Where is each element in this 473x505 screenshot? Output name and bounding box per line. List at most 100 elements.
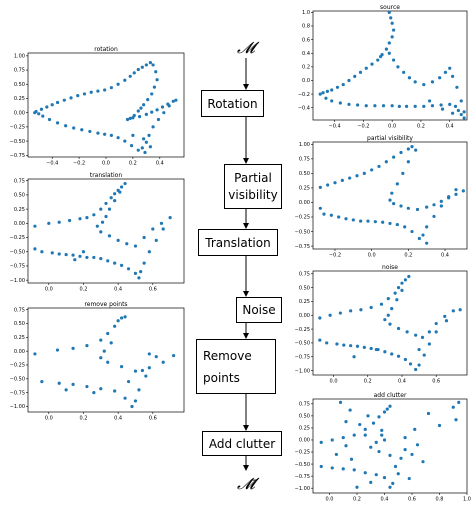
data-point: [454, 188, 458, 192]
data-point: [113, 389, 117, 393]
add-clutter-plot: add clutter 0.0 0.2 0.4 0.6 0.8 1.0 0.75 0.50 0.2…: [285, 390, 473, 505]
data-point: [434, 321, 438, 326]
data-point: [34, 109, 38, 114]
data-point: [374, 440, 378, 444]
data-point: [362, 171, 366, 176]
x-tick-label: 0.0: [45, 287, 53, 293]
x-tick-label: 0.0: [45, 416, 53, 422]
data-point: [387, 10, 391, 14]
y-tick-label: 0.00: [299, 438, 310, 444]
data-point: [344, 420, 348, 424]
data-point: [413, 80, 417, 84]
remove-points-plot-svg: remove points 0.0 0.2 0.4 0.6 0.75 0.50 0.25 0.0…: [10, 301, 185, 422]
x-tick-label: 0.0: [368, 253, 376, 259]
data-point: [125, 117, 130, 122]
data-point: [453, 104, 458, 108]
data-point: [406, 147, 410, 151]
y-tick-label: −0.50: [295, 341, 310, 347]
data-point: [403, 435, 407, 440]
y-tick-label: 1.00: [14, 54, 25, 60]
data-point: [443, 70, 448, 74]
data-point: [126, 267, 131, 271]
data-point: [88, 129, 92, 134]
data-point: [55, 348, 60, 352]
data-point: [326, 183, 330, 187]
data-point: [415, 207, 420, 212]
data-point: [55, 121, 60, 125]
data-point: [407, 274, 411, 279]
data-point: [147, 133, 151, 138]
data-point: [106, 360, 110, 364]
y-tick-label: 0.25: [14, 207, 25, 213]
data-point: [451, 309, 455, 313]
data-point: [107, 207, 112, 211]
data-point: [448, 66, 452, 70]
data-point: [414, 333, 418, 337]
data-point: [155, 78, 159, 82]
y-tick-label: 0.75: [299, 157, 310, 163]
data-point: [95, 224, 99, 228]
data-point: [430, 104, 435, 108]
y-tick-label: 0.6: [302, 37, 310, 43]
data-point: [400, 281, 404, 285]
data-point: [363, 427, 367, 431]
step-noise: Noise: [236, 297, 282, 323]
data-point: [144, 112, 148, 116]
plot-title: noise: [382, 264, 398, 271]
data-point: [347, 102, 351, 106]
plot-title: add clutter: [374, 392, 407, 399]
data-point: [57, 381, 61, 385]
data-point: [459, 99, 463, 103]
y-tick-label: −0.25: [10, 235, 25, 241]
data-point: [139, 270, 143, 274]
y-tick-label: −0.25: [295, 327, 310, 333]
x-tick-label: 0.2: [417, 124, 425, 130]
data-point: [410, 145, 414, 149]
data-point: [355, 344, 360, 348]
y-tick-label: −0.2: [298, 92, 310, 98]
data-point: [64, 124, 68, 128]
data-point: [422, 353, 426, 357]
data-point: [348, 408, 352, 412]
data-point: [150, 92, 154, 96]
step-remove-points: Remove points: [196, 339, 276, 394]
data-point: [123, 181, 127, 186]
x-tick-label: 0.4: [441, 253, 449, 259]
data-point: [408, 362, 413, 366]
data-point: [413, 104, 417, 108]
remove-points-plot: remove points 0.0 0.2 0.4 0.6 0.75 0.50 0.25 0.0…: [0, 299, 190, 424]
y-tick-label: −0.75: [295, 474, 310, 480]
data-point: [396, 285, 401, 290]
data-point: [172, 353, 176, 358]
data-point: [99, 207, 103, 211]
data-point: [342, 343, 346, 347]
data-point: [116, 136, 120, 140]
data-point: [69, 96, 73, 100]
data-point: [407, 76, 412, 80]
y-tick-label: 0.00: [299, 200, 310, 206]
noise-plot: noise 0.0 0.2 0.4 0.6 0.75 0.50 0.25 0.00 −0.25 −0…: [285, 262, 473, 387]
data-point: [89, 90, 93, 94]
y-tick-label: −0.75: [10, 390, 25, 396]
data-point: [410, 452, 414, 457]
y-tick-label: 0.25: [14, 96, 25, 102]
data-point: [116, 238, 120, 242]
y-tick-label: 0.75: [14, 178, 25, 184]
data-point: [451, 111, 455, 115]
data-point: [414, 148, 418, 152]
data-point: [459, 112, 463, 117]
data-point: [377, 415, 381, 419]
data-point: [330, 466, 334, 470]
data-point: [352, 468, 356, 472]
data-point: [330, 88, 334, 92]
data-point: [437, 423, 442, 428]
data-point: [373, 104, 377, 108]
data-point: [462, 116, 466, 120]
y-tick-label: 0.50: [299, 285, 310, 291]
y-tick-label: −1.00: [10, 404, 25, 410]
data-point: [403, 448, 407, 452]
data-point: [142, 235, 146, 240]
data-point: [131, 116, 135, 120]
data-point: [344, 444, 348, 448]
y-tick-label: 0.50: [299, 414, 310, 420]
